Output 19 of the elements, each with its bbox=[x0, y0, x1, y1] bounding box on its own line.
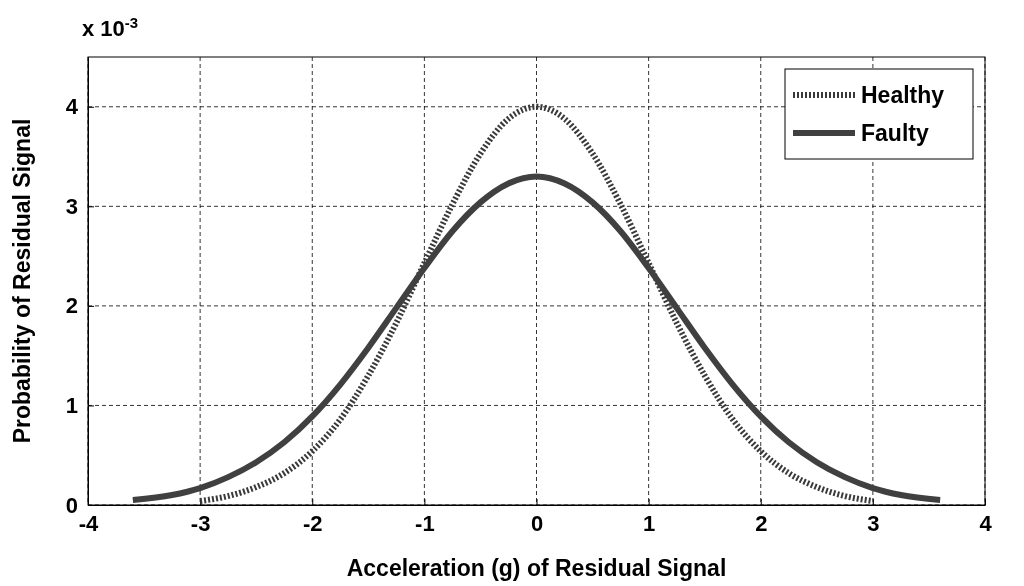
text: x 10$^{-3}$ bbox=[82, 13, 139, 41]
legend-label: Faulty bbox=[861, 120, 929, 146]
x-tick-label: 2 bbox=[755, 510, 768, 536]
x-tick-label: -2 bbox=[302, 510, 323, 536]
y-tick-label: 0 bbox=[65, 492, 78, 518]
legend-label: Healthy bbox=[861, 82, 945, 108]
x-tick-label: 3 bbox=[867, 510, 880, 536]
y-tick-label: 1 bbox=[65, 392, 78, 418]
x-tick-label: 0 bbox=[530, 510, 544, 536]
x-axis-title: Acceleration (g) of Residual Signal bbox=[346, 555, 727, 581]
x-tick-label: 4 bbox=[979, 510, 993, 536]
x-tick-label: -1 bbox=[415, 510, 435, 536]
x-tick-label: 1 bbox=[643, 510, 656, 536]
y-tick-label: 3 bbox=[65, 193, 78, 219]
y-tick-label: 4 bbox=[65, 94, 79, 120]
y-tick-label: 2 bbox=[65, 293, 78, 319]
x-tick-label: -4 bbox=[78, 510, 100, 536]
x-tick-label: -3 bbox=[190, 510, 211, 536]
y-axis-title: Probability of Residual Signal bbox=[9, 118, 35, 444]
